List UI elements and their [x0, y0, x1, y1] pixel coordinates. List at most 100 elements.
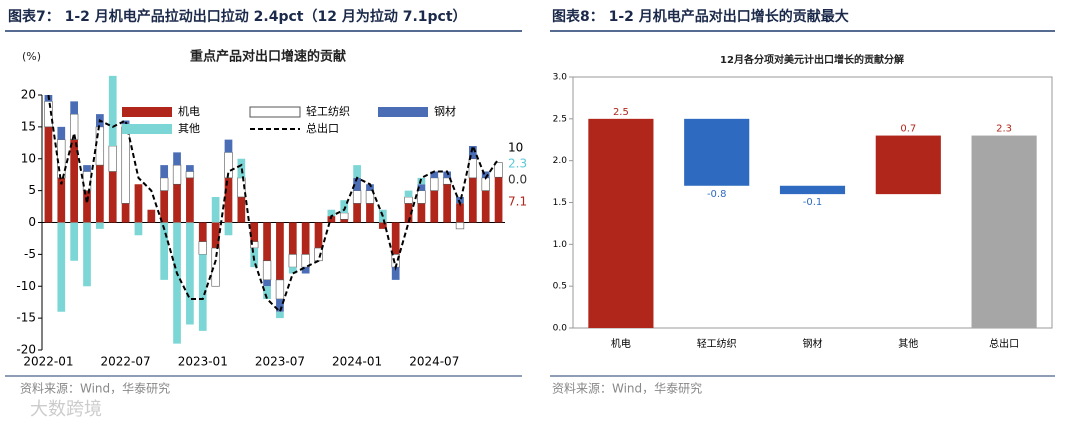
source: 资料来源：Wind，华泰研究: [20, 381, 170, 396]
bar: [455, 222, 465, 230]
bar: [96, 165, 104, 223]
bar: [70, 101, 79, 115]
data-label: -0.1: [803, 197, 823, 208]
y-tick-label: 1.5: [553, 198, 567, 208]
y-tick-label: 2.0: [553, 156, 568, 166]
bar: [173, 184, 181, 223]
bar: [456, 197, 464, 204]
bar: [160, 222, 169, 280]
x-tick-label: 2023-07: [255, 355, 305, 369]
y-tick-label: 2.5: [553, 114, 567, 124]
line: [47, 94, 500, 314]
bar: [121, 203, 130, 223]
bar: [430, 190, 439, 223]
bar: [263, 222, 271, 261]
bar: [83, 165, 91, 172]
x-tick-label: 轻工纺织: [697, 337, 737, 350]
legend-swatch: [122, 124, 172, 134]
bar: [70, 222, 79, 261]
bar: [186, 177, 194, 223]
bar: [366, 203, 374, 223]
bar: [468, 177, 477, 223]
bar: [468, 146, 477, 159]
bar: [108, 171, 117, 223]
bar: [378, 222, 387, 229]
bar: [186, 165, 194, 172]
bar: [481, 190, 490, 223]
bar: [95, 126, 105, 166]
bar: [198, 222, 207, 242]
bar: [468, 158, 478, 179]
bar: [275, 279, 285, 300]
source: 资料来源：Wind，华泰研究: [552, 381, 702, 396]
bar: [417, 190, 426, 204]
bar: [211, 222, 220, 248]
bar: [172, 164, 182, 185]
annotation: 0.0: [508, 173, 527, 187]
bar: [340, 219, 349, 223]
bar: [160, 165, 169, 178]
y-tick-label: -5: [24, 247, 36, 261]
bar: [404, 203, 413, 223]
x-tick-label: 机电: [611, 337, 631, 350]
x-tick-label: 2024-07: [409, 355, 459, 369]
bar: [134, 222, 143, 236]
annotation: 2.3: [508, 157, 527, 171]
bar: [237, 197, 246, 223]
chart-title: 12月各分项对美元计出口增长的贡献分解: [720, 53, 904, 66]
bar: [108, 145, 117, 172]
bar: [96, 222, 104, 229]
bar: [108, 75, 117, 146]
bar: [185, 171, 195, 179]
y-tick-label: 0: [28, 215, 36, 229]
bar: [366, 184, 374, 191]
heading: 图表8： 1-2 月机电产品对出口增长的贡献最大: [552, 8, 849, 25]
bar: [160, 190, 169, 223]
legend-swatch: [378, 107, 428, 117]
legend-swatch: [249, 106, 301, 118]
data-label: -0.8: [707, 189, 727, 200]
y-unit: (%): [22, 50, 41, 63]
bar: [456, 203, 464, 223]
bar: [779, 185, 846, 195]
bar: [276, 299, 284, 312]
bar: [327, 209, 336, 217]
x-tick-label: 2024-01: [332, 355, 382, 369]
bar: [121, 126, 130, 204]
bar: [417, 203, 426, 223]
bar: [237, 158, 246, 178]
bar: [494, 162, 503, 178]
legend-label: 轻工纺织: [306, 104, 350, 118]
bar: [44, 126, 53, 223]
bar: [353, 203, 361, 223]
bar: [160, 177, 169, 191]
bar: [211, 197, 220, 223]
bar: [588, 118, 654, 328]
bar: [224, 139, 233, 153]
bar: [430, 177, 439, 191]
x-tick-label: 2022-07: [101, 355, 151, 369]
y-tick-label: 0.0: [553, 324, 568, 334]
bar: [301, 267, 310, 274]
bar: [684, 118, 750, 186]
bar: [481, 171, 490, 178]
x-tick-label: 钢材: [803, 337, 823, 350]
bar: [276, 311, 284, 319]
bar: [147, 209, 156, 223]
bar: [971, 135, 1037, 328]
y-tick-label: 1.0: [553, 240, 568, 250]
bar: [443, 184, 451, 223]
x-tick-label: 2023-01: [178, 355, 228, 369]
bar: [404, 190, 413, 197]
y-tick-label: 15: [21, 119, 36, 133]
bar: [391, 267, 400, 280]
bar: [186, 222, 194, 325]
bar: [57, 222, 66, 312]
bar: [443, 171, 451, 178]
x-tick-label: 总出口: [989, 337, 1019, 350]
bar: [276, 222, 284, 280]
bar: [224, 177, 233, 223]
bar: [211, 247, 220, 287]
y-tick-label: -10: [16, 279, 36, 293]
